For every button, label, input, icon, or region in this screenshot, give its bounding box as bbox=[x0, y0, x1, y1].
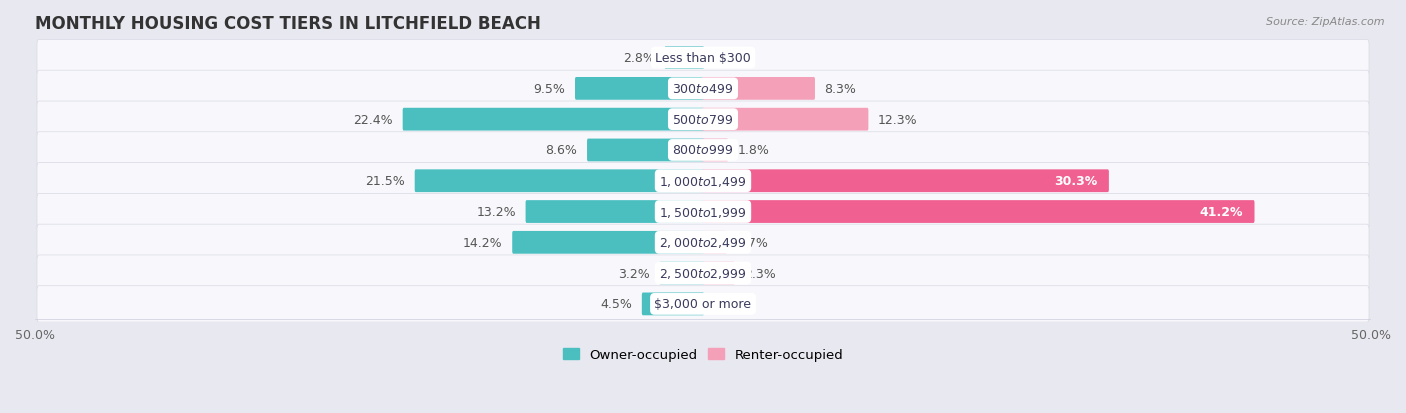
FancyBboxPatch shape bbox=[37, 163, 1369, 199]
FancyBboxPatch shape bbox=[37, 133, 1369, 169]
Text: $1,500 to $1,999: $1,500 to $1,999 bbox=[659, 205, 747, 219]
FancyBboxPatch shape bbox=[37, 102, 1369, 138]
Text: $500 to $799: $500 to $799 bbox=[672, 114, 734, 126]
Text: 41.2%: 41.2% bbox=[1199, 206, 1243, 218]
FancyBboxPatch shape bbox=[37, 255, 1369, 292]
Text: 4.5%: 4.5% bbox=[600, 298, 633, 311]
Text: 1.7%: 1.7% bbox=[737, 236, 768, 249]
FancyBboxPatch shape bbox=[659, 262, 704, 285]
FancyBboxPatch shape bbox=[641, 293, 704, 316]
FancyBboxPatch shape bbox=[702, 109, 869, 131]
Text: 9.5%: 9.5% bbox=[533, 83, 565, 96]
Text: $3,000 or more: $3,000 or more bbox=[655, 298, 751, 311]
Text: 3.2%: 3.2% bbox=[617, 267, 650, 280]
FancyBboxPatch shape bbox=[702, 170, 1109, 193]
Text: 22.4%: 22.4% bbox=[353, 114, 394, 126]
Legend: Owner-occupied, Renter-occupied: Owner-occupied, Renter-occupied bbox=[558, 343, 848, 367]
Text: $300 to $499: $300 to $499 bbox=[672, 83, 734, 96]
Text: MONTHLY HOUSING COST TIERS IN LITCHFIELD BEACH: MONTHLY HOUSING COST TIERS IN LITCHFIELD… bbox=[35, 15, 541, 33]
FancyBboxPatch shape bbox=[588, 139, 704, 162]
FancyBboxPatch shape bbox=[702, 139, 728, 162]
Text: $800 to $999: $800 to $999 bbox=[672, 144, 734, 157]
FancyBboxPatch shape bbox=[415, 170, 704, 193]
Text: Source: ZipAtlas.com: Source: ZipAtlas.com bbox=[1267, 17, 1385, 26]
Text: $2,500 to $2,999: $2,500 to $2,999 bbox=[659, 266, 747, 280]
FancyBboxPatch shape bbox=[702, 201, 1254, 223]
Text: 8.3%: 8.3% bbox=[824, 83, 856, 96]
Text: $1,000 to $1,499: $1,000 to $1,499 bbox=[659, 174, 747, 188]
FancyBboxPatch shape bbox=[37, 286, 1369, 322]
FancyBboxPatch shape bbox=[37, 40, 1369, 76]
Text: $2,000 to $2,499: $2,000 to $2,499 bbox=[659, 236, 747, 250]
Text: 13.2%: 13.2% bbox=[477, 206, 516, 218]
FancyBboxPatch shape bbox=[702, 231, 727, 254]
FancyBboxPatch shape bbox=[37, 194, 1369, 230]
Text: 30.3%: 30.3% bbox=[1054, 175, 1097, 188]
FancyBboxPatch shape bbox=[526, 201, 704, 223]
FancyBboxPatch shape bbox=[512, 231, 704, 254]
FancyBboxPatch shape bbox=[402, 109, 704, 131]
Text: 21.5%: 21.5% bbox=[366, 175, 405, 188]
FancyBboxPatch shape bbox=[575, 78, 704, 100]
FancyBboxPatch shape bbox=[702, 262, 735, 285]
Text: 2.3%: 2.3% bbox=[744, 267, 776, 280]
Text: 14.2%: 14.2% bbox=[463, 236, 502, 249]
Text: Less than $300: Less than $300 bbox=[655, 52, 751, 65]
Text: 8.6%: 8.6% bbox=[546, 144, 578, 157]
FancyBboxPatch shape bbox=[37, 225, 1369, 261]
Text: 0.0%: 0.0% bbox=[714, 52, 745, 65]
Text: 12.3%: 12.3% bbox=[877, 114, 918, 126]
FancyBboxPatch shape bbox=[665, 47, 704, 70]
FancyBboxPatch shape bbox=[37, 71, 1369, 107]
FancyBboxPatch shape bbox=[702, 78, 815, 100]
Text: 2.8%: 2.8% bbox=[623, 52, 655, 65]
Text: 1.8%: 1.8% bbox=[738, 144, 769, 157]
Text: 0.0%: 0.0% bbox=[714, 298, 745, 311]
